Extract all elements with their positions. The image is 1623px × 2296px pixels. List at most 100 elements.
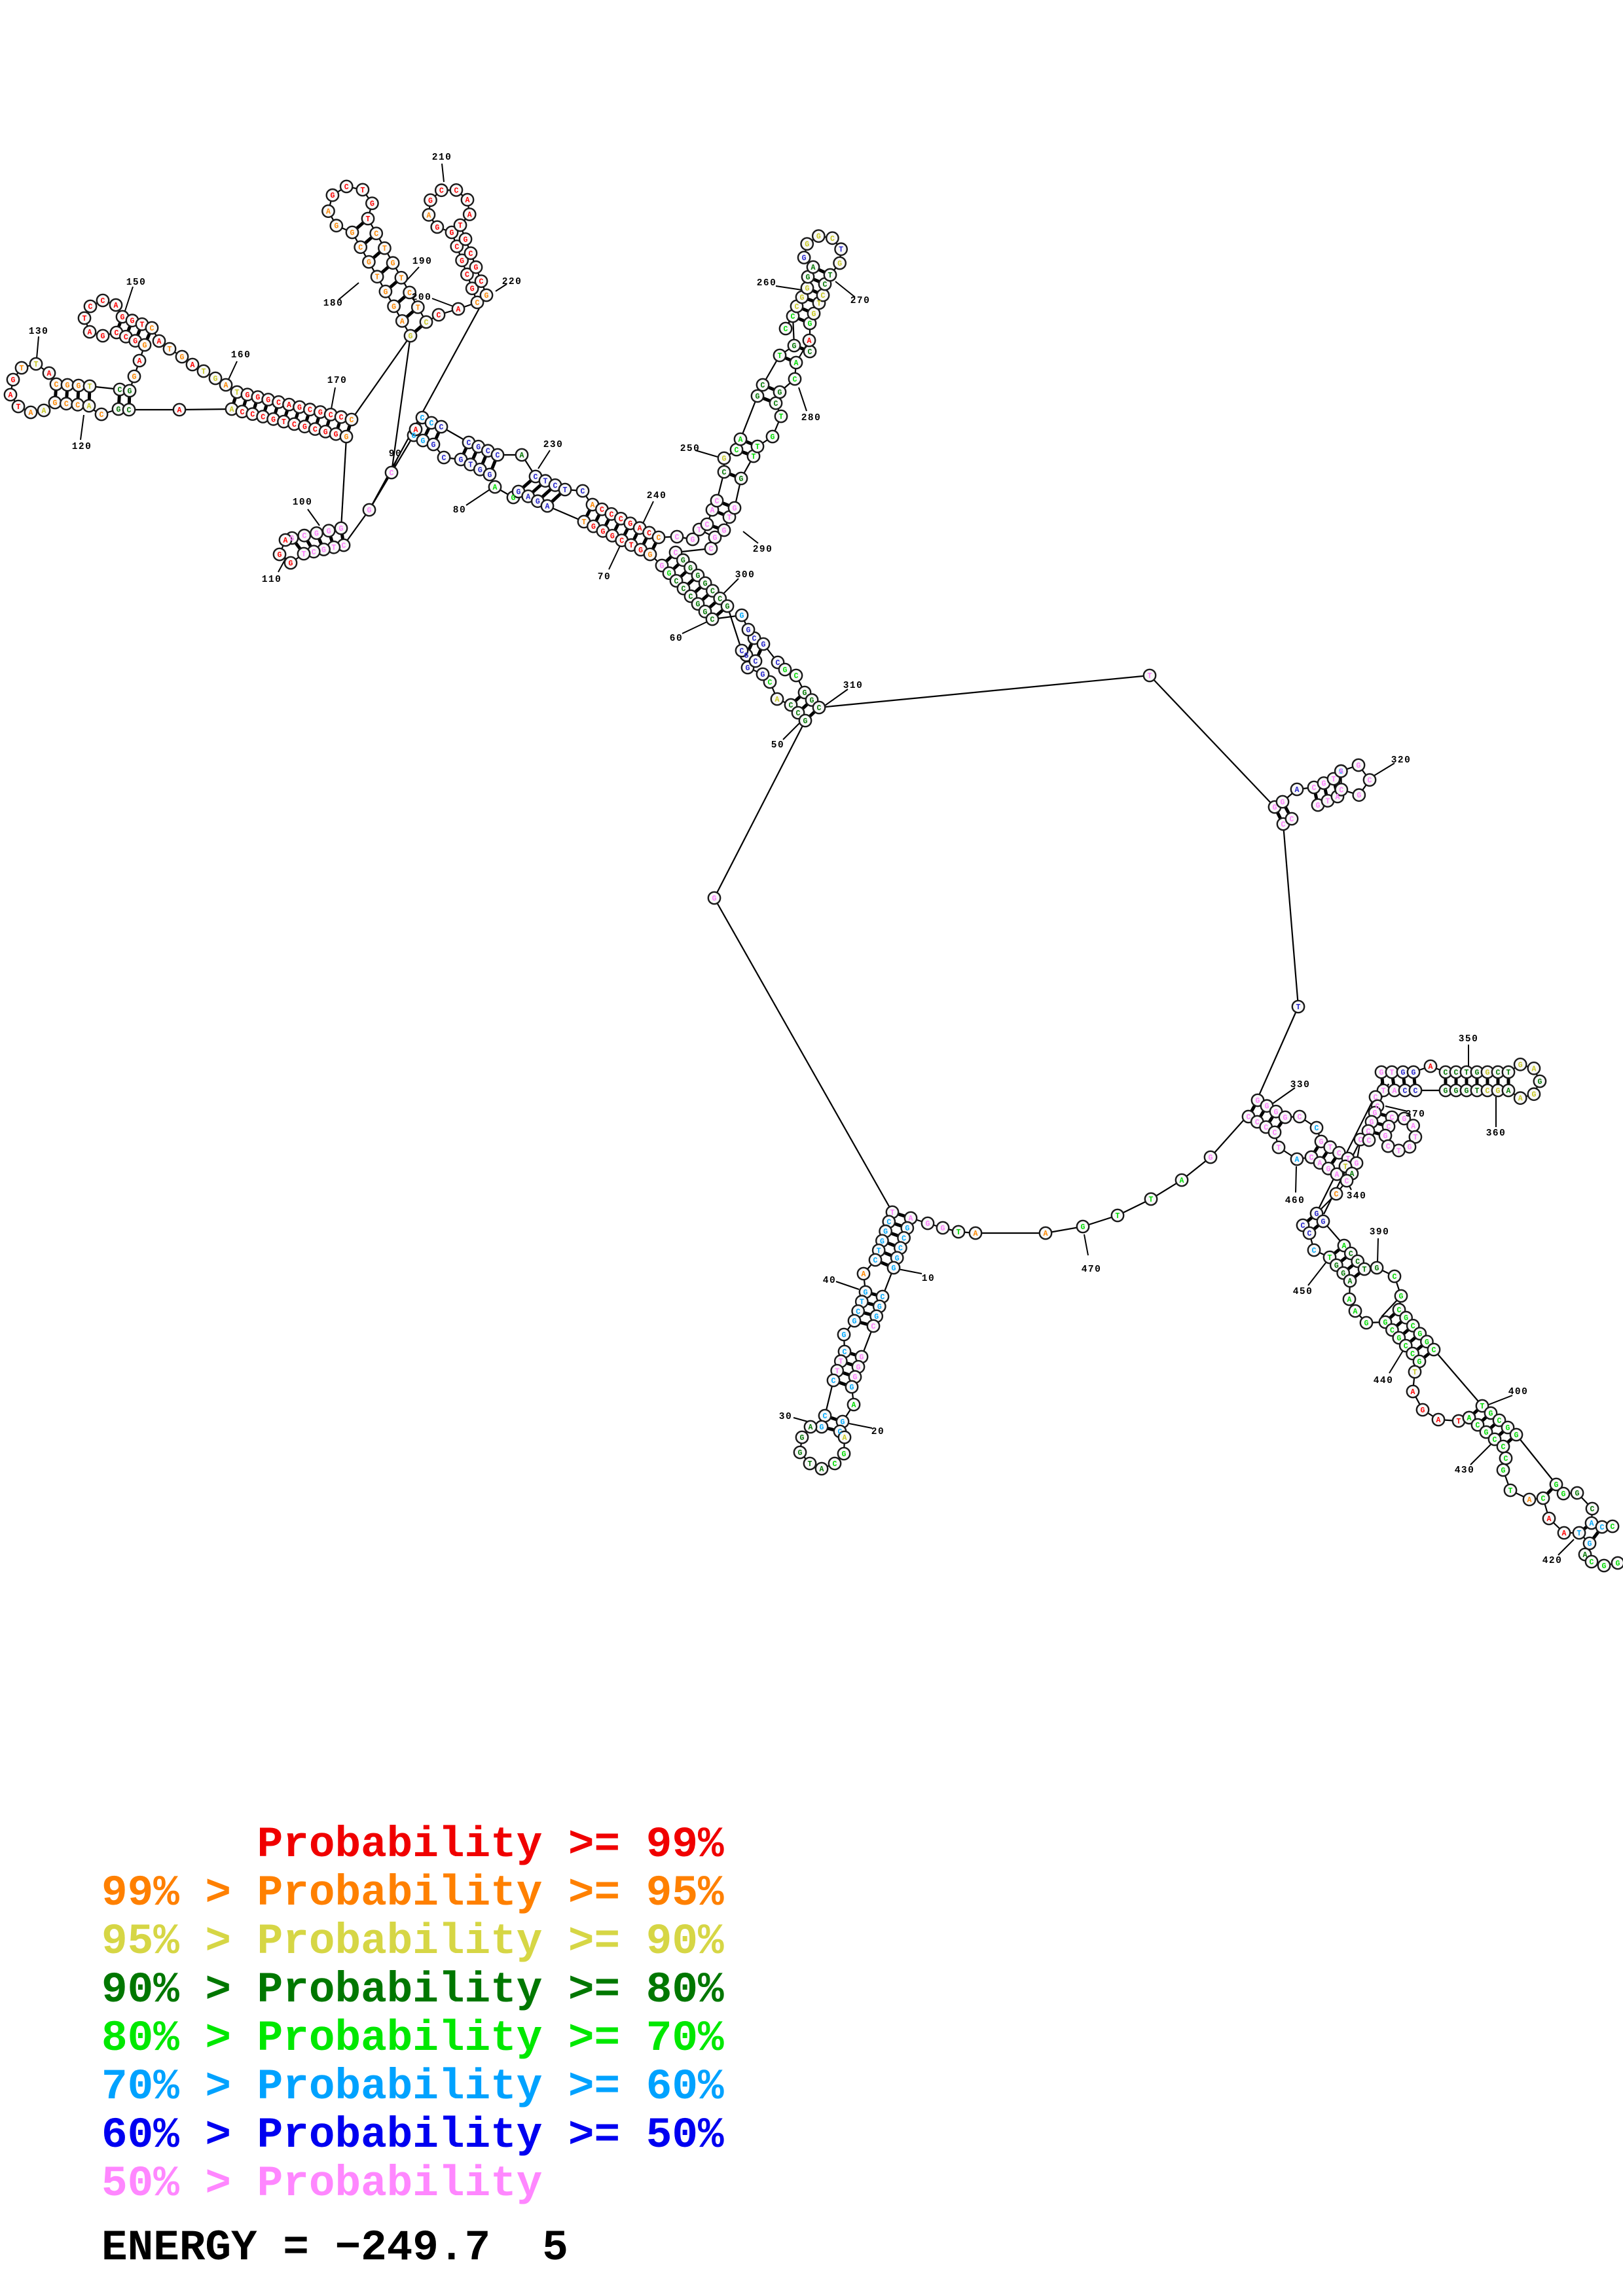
svg-text:G: G <box>733 505 737 513</box>
svg-text:G: G <box>695 572 700 581</box>
svg-text:160: 160 <box>231 350 251 361</box>
svg-text:C: C <box>1411 1322 1415 1331</box>
svg-text:C: C <box>715 497 720 506</box>
svg-text:C: C <box>429 420 434 428</box>
svg-text:G: G <box>470 285 475 294</box>
svg-text:A: A <box>974 1230 978 1238</box>
svg-text:G: G <box>318 409 323 418</box>
svg-text:G: G <box>648 551 653 560</box>
svg-text:280: 280 <box>801 413 822 423</box>
svg-text:T: T <box>360 187 365 195</box>
svg-text:C: C <box>342 542 346 550</box>
svg-text:C: C <box>437 312 441 320</box>
svg-text:300: 300 <box>735 570 756 581</box>
svg-text:T: T <box>468 461 473 470</box>
svg-text:A: A <box>1044 1230 1048 1238</box>
svg-text:320: 320 <box>1391 755 1412 766</box>
svg-text:A: A <box>426 211 431 220</box>
svg-text:C: C <box>439 423 444 432</box>
svg-text:T: T <box>399 274 403 283</box>
svg-text:C: C <box>794 672 799 681</box>
svg-text:C: C <box>1359 1136 1363 1145</box>
svg-text:G: G <box>1444 1087 1448 1096</box>
svg-text:G: G <box>1334 1262 1339 1270</box>
svg-text:C: C <box>1298 1113 1302 1122</box>
svg-text:C: C <box>1264 1124 1268 1132</box>
svg-text:C: C <box>838 1428 843 1437</box>
svg-text:C: C <box>1493 1436 1497 1444</box>
svg-text:G: G <box>1274 1108 1279 1117</box>
svg-text:G: G <box>803 717 808 726</box>
svg-text:360: 360 <box>1486 1128 1506 1139</box>
svg-text:A: A <box>1436 1416 1441 1425</box>
svg-text:70: 70 <box>598 572 611 583</box>
svg-text:C: C <box>1410 1350 1415 1359</box>
svg-text:A: A <box>1350 1170 1355 1179</box>
svg-text:T: T <box>1480 1403 1485 1411</box>
svg-text:T: T <box>302 550 306 559</box>
svg-text:A: A <box>820 1465 824 1474</box>
svg-text:C: C <box>1334 1191 1339 1199</box>
svg-text:C: C <box>619 537 624 546</box>
svg-text:G: G <box>842 1331 847 1340</box>
svg-text:A: A <box>283 537 288 545</box>
svg-text:A: A <box>326 208 331 217</box>
svg-text:C: C <box>1255 1119 1260 1127</box>
svg-text:C: C <box>350 416 354 425</box>
svg-text:T: T <box>629 542 634 550</box>
svg-text:T: T <box>82 315 87 323</box>
svg-text:C: C <box>313 426 318 435</box>
svg-text:C: C <box>843 1348 847 1357</box>
svg-text:C: C <box>600 506 604 514</box>
svg-text:270: 270 <box>850 296 871 306</box>
svg-text:G: G <box>101 332 105 341</box>
svg-text:C: C <box>339 414 344 422</box>
svg-text:G: G <box>853 1374 858 1382</box>
svg-text:G: G <box>344 433 349 442</box>
svg-text:A: A <box>909 1215 913 1223</box>
svg-text:G: G <box>1399 1293 1404 1301</box>
svg-text:T: T <box>1457 1418 1461 1426</box>
svg-text:G: G <box>703 608 708 617</box>
svg-text:C: C <box>752 635 757 643</box>
svg-text:T: T <box>1148 672 1152 681</box>
svg-text:G: G <box>431 441 436 450</box>
svg-text:G: G <box>323 428 328 437</box>
svg-text:C: C <box>735 446 739 455</box>
svg-text:C: C <box>374 230 378 239</box>
svg-text:G: G <box>756 393 760 401</box>
svg-text:C: C <box>250 411 255 420</box>
svg-text:C: C <box>1386 1143 1391 1151</box>
svg-text:G: G <box>460 257 464 266</box>
svg-text:C: C <box>657 534 661 543</box>
svg-text:A: A <box>137 357 142 366</box>
svg-text:T: T <box>1413 1134 1417 1142</box>
svg-text:A: A <box>638 525 642 533</box>
svg-text:G: G <box>1531 1091 1536 1100</box>
svg-text:G: G <box>850 1384 854 1392</box>
svg-text:G: G <box>783 666 788 675</box>
svg-text:G: G <box>450 229 454 238</box>
svg-text:C: C <box>675 533 680 542</box>
svg-text:C: C <box>88 303 93 312</box>
svg-text:T: T <box>1343 1163 1348 1172</box>
svg-text:G: G <box>842 1450 847 1459</box>
svg-text:G: G <box>1486 1069 1490 1077</box>
svg-text:G: G <box>806 274 811 282</box>
svg-text:G: G <box>1373 1109 1377 1118</box>
svg-text:A: A <box>114 302 119 310</box>
svg-text:C: C <box>475 299 480 308</box>
svg-text:C: C <box>1315 1124 1319 1133</box>
svg-text:G: G <box>691 536 695 545</box>
svg-text:A: A <box>1518 1095 1523 1103</box>
svg-text:C: C <box>1454 1069 1459 1077</box>
svg-text:G: G <box>892 1265 896 1273</box>
svg-text:C: C <box>127 406 132 415</box>
svg-text:G: G <box>808 320 812 329</box>
svg-text:T: T <box>168 346 172 354</box>
svg-text:C: C <box>784 325 788 334</box>
svg-text:C: C <box>1301 1222 1305 1230</box>
svg-text:T: T <box>375 274 380 282</box>
svg-text:C: C <box>1403 1087 1408 1096</box>
svg-text:G: G <box>133 338 137 346</box>
